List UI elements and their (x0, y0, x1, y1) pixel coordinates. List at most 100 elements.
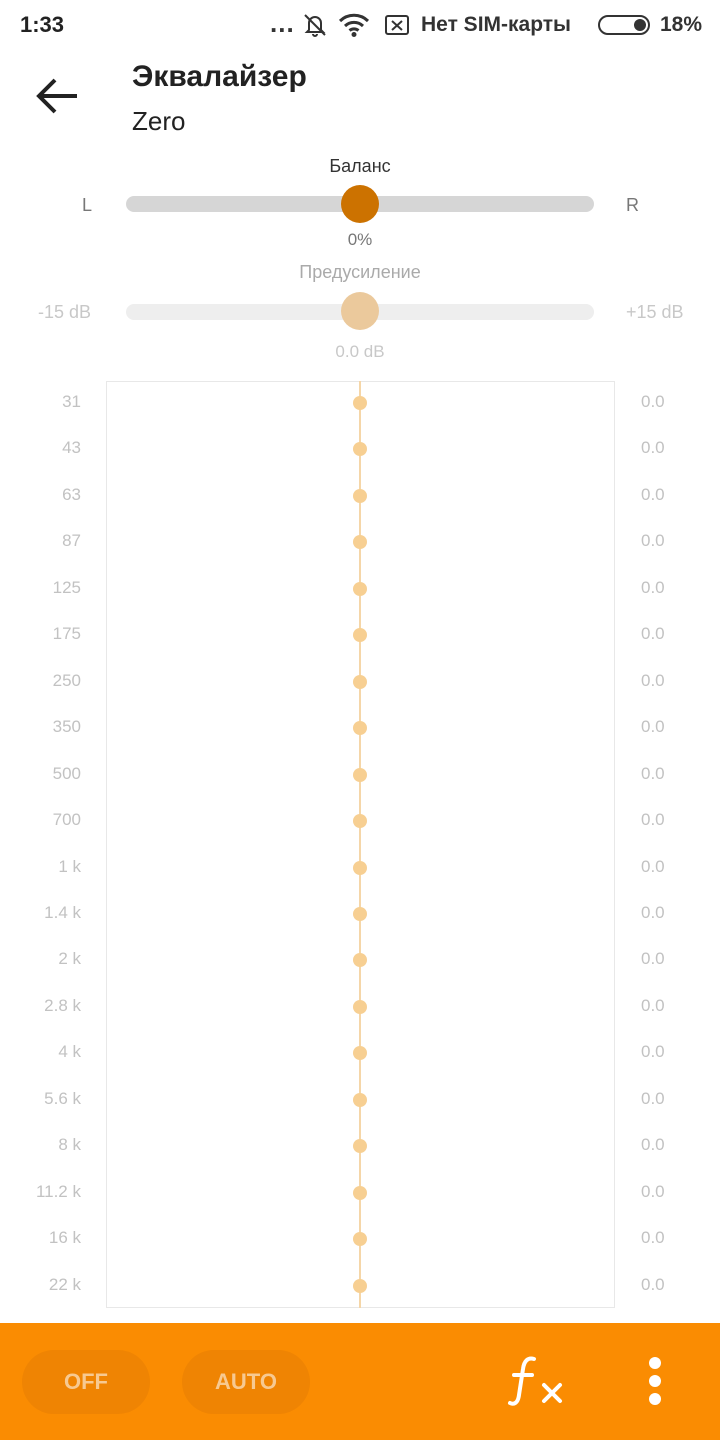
eq-band-row: 250 0.0 (0, 659, 720, 705)
preset-name[interactable]: Zero (132, 106, 186, 136)
eq-band-gain: 0.0 (641, 1088, 665, 1108)
eq-band-handle[interactable] (353, 628, 367, 643)
off-button[interactable]: OFF (22, 1350, 150, 1414)
preamp-max-label: +15 dB (626, 302, 684, 322)
eq-band-frequency: 31 (62, 392, 81, 411)
eq-band-gain: 0.0 (641, 670, 665, 690)
eq-band-gain: 0.0 (641, 438, 665, 458)
eq-band-handle[interactable] (353, 1278, 367, 1293)
preamp-min-label: -15 dB (38, 302, 92, 322)
eq-band-gain: 0.0 (641, 995, 665, 1015)
eq-band-handle[interactable] (353, 814, 367, 829)
status-carrier: Нет SIM-карты (421, 13, 571, 36)
eq-band-handle[interactable] (353, 396, 367, 410)
eq-band-gain: 0.0 (641, 902, 665, 922)
eq-band-frequency: 2.8 k (44, 995, 81, 1015)
eq-band-row: 350 0.0 (0, 705, 720, 751)
eq-band-gain: 0.0 (641, 949, 665, 969)
eq-band-gain: 0.0 (641, 1135, 665, 1155)
eq-band-handle[interactable] (353, 581, 367, 596)
eq-band-handle[interactable] (353, 1232, 367, 1247)
eq-band-frequency: 125 (52, 577, 81, 597)
more-options-button[interactable] (635, 1351, 675, 1411)
more-vertical-icon (649, 1357, 661, 1405)
eq-band-frequency: 11.2 k (35, 1181, 81, 1201)
eq-band-gain: 0.0 (641, 717, 665, 737)
eq-band-frequency: 63 (62, 484, 81, 504)
status-time: 1:33 (20, 12, 65, 37)
preamp-value: 0.0 dB (335, 342, 385, 361)
eq-band-gain: 0.0 (641, 1274, 665, 1294)
fx-button[interactable] (504, 1351, 574, 1411)
eq-band-handle[interactable] (353, 906, 367, 921)
eq-band-frequency: 4 k (58, 1042, 81, 1062)
eq-band-handle[interactable] (353, 999, 367, 1014)
eq-band-gain: 0.0 (641, 810, 665, 830)
eq-band-handle[interactable] (353, 488, 367, 503)
eq-band-handle[interactable] (353, 860, 367, 875)
eq-band-handle[interactable] (353, 953, 367, 968)
balance-left-label: L (82, 195, 93, 215)
balance-value: 0% (347, 230, 373, 249)
auto-button[interactable]: AUTO (182, 1350, 310, 1414)
eq-band-handle[interactable] (353, 767, 367, 782)
eq-band-row: 63 0.0 (0, 473, 720, 519)
eq-band-handle[interactable] (353, 674, 367, 689)
eq-band-row: 11.2 k 0.0 (0, 1170, 720, 1216)
balance-right-label: R (626, 195, 639, 215)
eq-band-row: 1 k 0.0 (0, 845, 720, 891)
eq-band-handle[interactable] (353, 721, 367, 736)
preamp-slider-thumb[interactable] (341, 292, 379, 330)
eq-band-gain: 0.0 (641, 531, 665, 551)
eq-band-row: 175 0.0 (0, 612, 720, 658)
eq-band-handle[interactable] (353, 442, 367, 457)
balance-label: Баланс (329, 156, 391, 176)
fx-icon (508, 1356, 562, 1406)
arrow-left-icon (36, 78, 77, 114)
eq-band-handle[interactable] (353, 1185, 367, 1200)
eq-band-frequency: 500 (52, 763, 81, 783)
eq-band-gain: 0.0 (641, 1181, 665, 1201)
eq-band-row: 4 k 0.0 (0, 1030, 720, 1076)
eq-band-frequency: 87 (62, 531, 81, 551)
eq-band-frequency: 1.4 k (44, 902, 81, 922)
eq-band-row: 5.6 k 0.0 (0, 1077, 720, 1123)
eq-band-handle[interactable] (353, 1092, 367, 1107)
eq-band-gain: 0.0 (641, 763, 665, 783)
eq-band-gain: 0.0 (641, 856, 665, 876)
eq-band-gain: 0.0 (641, 484, 665, 504)
eq-band-handle[interactable] (353, 1139, 367, 1154)
eq-band-frequency: 700 (52, 810, 81, 830)
status-bar: 1:33 ... Нет SIM-карты 18% (0, 0, 720, 50)
eq-band-frequency: 16 k (48, 1228, 81, 1248)
eq-band-row: 8 k 0.0 (0, 1123, 720, 1169)
eq-band-gain: 0.0 (641, 577, 665, 597)
eq-band-frequency: 250 (52, 670, 81, 690)
battery-percent: 18% (660, 13, 703, 36)
eq-band-gain: 0.0 (641, 1228, 665, 1248)
eq-band-gain: 0.0 (641, 1042, 665, 1062)
eq-band-frequency: 175 (52, 624, 81, 644)
eq-band-handle[interactable] (353, 535, 367, 550)
eq-band-row: 31 0.0 (0, 380, 720, 426)
eq-band-row: 2 k 0.0 (0, 937, 720, 983)
balance-slider-thumb[interactable] (341, 185, 379, 223)
no-sim-icon (385, 15, 409, 35)
eq-band-handle[interactable] (353, 1046, 367, 1061)
preamp-label: Предусиление (299, 262, 421, 282)
eq-band-frequency: 43 (62, 438, 81, 458)
bell-off-icon (304, 14, 326, 37)
eq-band-gain: 0.0 (641, 392, 665, 411)
eq-band-row: 16 k 0.0 (0, 1216, 720, 1262)
eq-band-frequency: 5.6 k (44, 1088, 81, 1108)
eq-band-row: 1.4 k 0.0 (0, 891, 720, 937)
back-button[interactable] (26, 66, 90, 126)
eq-band-row: 43 0.0 (0, 426, 720, 472)
eq-band-frequency: 1 k (58, 856, 81, 876)
eq-band-row: 700 0.0 (0, 798, 720, 844)
eq-band-frequency: 2 k (58, 949, 81, 969)
battery-icon (598, 15, 650, 35)
page-title: Эквалайзер (132, 60, 307, 93)
eq-band-row: 22 k 0.0 (0, 1263, 720, 1309)
eq-band-frequency: 8 k (58, 1135, 81, 1155)
